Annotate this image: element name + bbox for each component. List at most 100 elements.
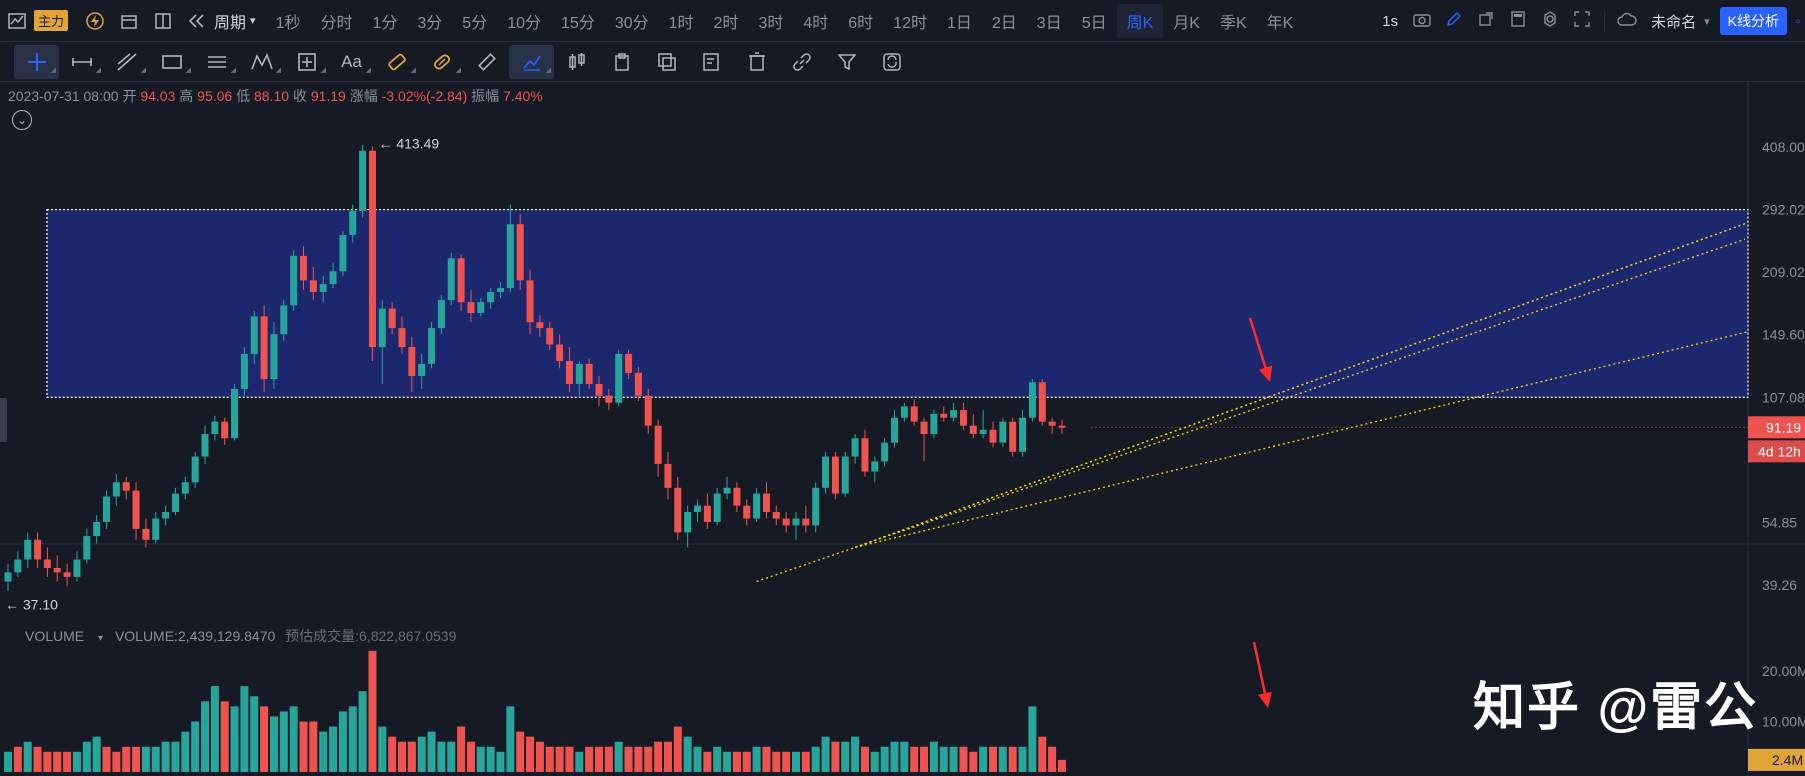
magnet-tool-icon[interactable]: ◢ xyxy=(374,45,419,79)
calculator-icon[interactable] xyxy=(1502,11,1534,31)
period-dropdown[interactable]: 周期 ▾ xyxy=(214,9,256,33)
more-icon[interactable]: ◦ xyxy=(1795,12,1801,30)
interval-10分[interactable]: 10分 xyxy=(507,14,542,32)
lightning-icon[interactable] xyxy=(78,0,112,42)
candle-body xyxy=(516,224,524,281)
interval-15分[interactable]: 15分 xyxy=(561,14,595,32)
candle-body xyxy=(408,347,416,376)
volume-bar xyxy=(417,736,426,772)
new-window-icon[interactable] xyxy=(1470,11,1502,31)
crosshair-tool-icon[interactable]: ◢ xyxy=(14,44,59,79)
filter-icon[interactable] xyxy=(824,45,869,79)
candle-body xyxy=(999,421,1007,443)
candle-body xyxy=(694,505,701,512)
pencil-icon[interactable] xyxy=(1438,11,1470,31)
volume-bar xyxy=(1057,759,1066,772)
layout-split-icon[interactable] xyxy=(146,0,180,42)
chart-type-icon[interactable] xyxy=(0,0,34,42)
trash-icon[interactable] xyxy=(734,45,779,79)
edit-note-icon[interactable] xyxy=(689,45,734,79)
calendar-icon[interactable] xyxy=(112,0,146,42)
interval-月K[interactable]: 月K xyxy=(1173,14,1200,32)
lock-drawings-icon[interactable]: ◢ xyxy=(419,45,464,79)
volume-bar xyxy=(171,741,180,772)
volume-bar xyxy=(43,751,52,772)
interval-3分[interactable]: 3分 xyxy=(417,14,443,32)
pattern-tool-icon[interactable]: ◢ xyxy=(239,45,284,79)
collapse-legend-icon[interactable]: ⌄ xyxy=(12,110,32,130)
candle-body xyxy=(53,567,61,573)
candle-body xyxy=(24,539,32,560)
interval-2时[interactable]: 2时 xyxy=(713,14,739,32)
refresh-drawings-icon[interactable] xyxy=(869,45,914,79)
candlestick-icon[interactable] xyxy=(554,45,599,79)
kline-analysis-button[interactable]: K线分析 xyxy=(1719,7,1787,35)
interval-季K[interactable]: 季K xyxy=(1219,14,1247,32)
interval-5分[interactable]: 5分 xyxy=(462,14,488,32)
volume-bar xyxy=(1048,746,1057,772)
volume-bar xyxy=(1028,706,1037,772)
trend-line-lower-ext[interactable] xyxy=(756,238,1746,583)
interval-3日[interactable]: 3日 xyxy=(1036,14,1062,32)
interval-12时[interactable]: 12时 xyxy=(893,14,927,32)
measure-tool-icon[interactable]: ◢ xyxy=(284,45,329,79)
candle-body xyxy=(585,363,593,384)
bar-datetime: 2023-07-31 08:00 xyxy=(8,88,119,104)
interval-5日[interactable]: 5日 xyxy=(1081,14,1107,32)
parallel-channel-tool-icon[interactable]: ◢ xyxy=(207,55,236,74)
highlight-zone-rectangle[interactable] xyxy=(46,208,1749,398)
volume-bar xyxy=(220,701,229,772)
clipboard-icon[interactable] xyxy=(599,45,644,79)
volume-bar xyxy=(989,746,997,772)
horizontal-line-tool-icon[interactable]: ◢ xyxy=(71,57,101,74)
interval-4时[interactable]: 4时 xyxy=(803,14,829,32)
layout-name[interactable]: 未命名 xyxy=(1651,13,1697,31)
volume-bar xyxy=(870,751,879,772)
candle-body xyxy=(1028,382,1036,418)
high-label: 高 xyxy=(179,88,194,104)
annotation-arrow-volume xyxy=(1252,641,1267,697)
volume-bar xyxy=(880,746,889,772)
gear-icon[interactable] xyxy=(1534,11,1566,31)
interval-1分[interactable]: 1分 xyxy=(372,14,398,32)
text-tool-icon[interactable]: Aa ◢ xyxy=(341,51,371,74)
volume-bar xyxy=(309,721,318,772)
interval-1时[interactable]: 1时 xyxy=(668,14,694,32)
copy-icon[interactable] xyxy=(644,45,689,79)
volume-bar xyxy=(151,746,160,772)
link-icon[interactable] xyxy=(779,45,824,79)
countdown-value: 4d 12h xyxy=(1758,443,1801,459)
cloud-icon[interactable] xyxy=(1611,12,1643,30)
trend-line-tool-icon[interactable]: ◢ xyxy=(104,45,149,79)
chart-area[interactable]: ← 413.49 ← 37.10 408.00 292.02 209.02 149.60 1… xyxy=(0,82,1805,776)
chevron-down-icon[interactable]: ▾ xyxy=(98,633,104,644)
candle-body xyxy=(881,442,889,462)
volume-indicator-name[interactable]: VOLUME xyxy=(25,628,85,644)
volume-bar xyxy=(732,751,741,772)
interval-30分[interactable]: 30分 xyxy=(614,14,649,32)
replay-speed[interactable]: 1s xyxy=(1382,12,1399,30)
camera-icon[interactable] xyxy=(1406,12,1438,31)
interval-分时[interactable]: 分时 xyxy=(320,14,353,32)
ruler-icon[interactable] xyxy=(464,45,509,79)
interval-2日[interactable]: 2日 xyxy=(991,14,1017,32)
fullscreen-icon[interactable] xyxy=(1566,11,1598,31)
interval-6时[interactable]: 6时 xyxy=(848,14,874,32)
main-force-badge[interactable]: 主力 xyxy=(34,10,69,31)
volume-bar xyxy=(1038,736,1047,772)
interval-1日[interactable]: 1日 xyxy=(946,14,972,32)
trend-line-upper[interactable] xyxy=(854,222,1749,549)
interval-周K[interactable]: 周K xyxy=(1116,3,1164,38)
rectangle-tool-icon[interactable]: ◢ xyxy=(149,45,194,79)
chevron-down-icon[interactable]: ▾ xyxy=(1704,15,1710,28)
volume-bar xyxy=(614,741,623,772)
interval-年K[interactable]: 年K xyxy=(1266,14,1294,32)
draw-mode-icon[interactable]: ◢ xyxy=(509,44,554,79)
interval-1秒[interactable]: 1秒 xyxy=(275,14,301,32)
rewind-icon[interactable] xyxy=(180,0,214,42)
trend-line-steep[interactable] xyxy=(854,331,1749,549)
sidebar-toggle[interactable] xyxy=(0,398,7,442)
close-value: 91.19 xyxy=(310,88,346,104)
interval-3时[interactable]: 3时 xyxy=(758,14,784,32)
